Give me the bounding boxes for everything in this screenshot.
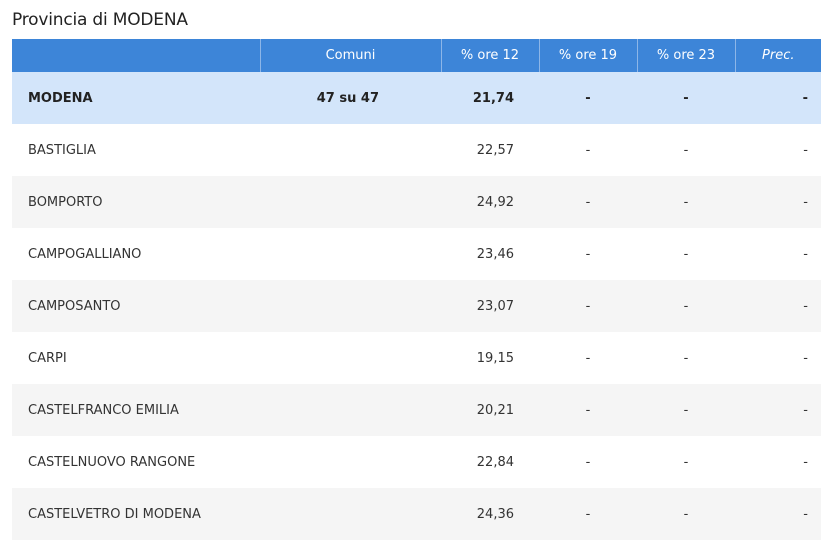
cell-comuni — [260, 436, 441, 488]
cell-prec: - — [735, 488, 821, 540]
cell-name: CARPI — [28, 350, 67, 366]
cell-name: CAMPOGALLIANO — [28, 246, 142, 262]
table-row: CARPI 19,15 - - - — [12, 332, 821, 384]
cell-ore12: 24,36 — [441, 488, 539, 540]
cell-ore23: - — [637, 488, 735, 540]
cell-comuni — [260, 176, 441, 228]
table-row: BASTIGLIA 22,57 - - - — [12, 124, 821, 176]
cell-ore19: - — [585, 142, 591, 158]
cell-comuni — [260, 488, 441, 540]
cell-comuni — [260, 124, 441, 176]
cell-comuni — [260, 384, 441, 436]
cell-ore19: - — [539, 488, 637, 540]
cell-ore19: - — [539, 176, 637, 228]
table-row: CAMPOGALLIANO 23,46 - - - — [12, 228, 821, 280]
cell-ore12: 23,46 — [476, 246, 514, 262]
cell-name: BOMPORTO — [12, 176, 260, 228]
table-row: CASTELFRANCO EMILIA 20,21 - - - — [12, 384, 821, 436]
table-row: BOMPORTO 24,92 - - - — [12, 176, 821, 228]
cell-name: CASTELFRANCO EMILIA — [12, 384, 260, 436]
cell-name: BASTIGLIA — [28, 142, 96, 158]
cell-ore23: - — [637, 72, 735, 124]
cell-ore23: - — [683, 246, 689, 262]
cell-ore19: - — [585, 246, 591, 262]
page-title: Provincia di MODENA — [12, 10, 188, 30]
cell-prec: - — [735, 280, 821, 332]
column-header-ore23: % ore 23 — [636, 39, 735, 72]
cell-ore12: 20,21 — [441, 384, 539, 436]
column-header-ore12: % ore 12 — [440, 39, 539, 72]
cell-comuni — [260, 280, 441, 332]
cell-name: CASTELNUOVO RANGONE — [28, 454, 196, 470]
cell-prec: - — [735, 176, 821, 228]
cell-ore23: - — [683, 350, 689, 366]
province-total-row: MODENA 47 su 47 21,74 - - - — [12, 72, 821, 124]
table-body: MODENA 47 su 47 21,74 - - - BASTIGLIA 22… — [12, 72, 821, 540]
cell-comuni — [260, 228, 441, 280]
cell-ore23: - — [683, 454, 689, 470]
turnout-table: Comuni % ore 12 % ore 19 % ore 23 Prec. … — [12, 39, 821, 540]
column-header-prec: Prec. — [734, 39, 821, 72]
cell-ore12: 22,57 — [476, 142, 514, 158]
cell-prec: - — [803, 246, 808, 262]
table-row: CAMPOSANTO 23,07 - - - — [12, 280, 821, 332]
cell-ore12: 21,74 — [441, 72, 539, 124]
cell-prec: - — [735, 384, 821, 436]
cell-ore19: - — [585, 454, 591, 470]
table-row: CASTELVETRO DI MODENA 24,36 - - - — [12, 488, 821, 540]
table-header-row: Comuni % ore 12 % ore 19 % ore 23 Prec. — [12, 39, 821, 72]
column-header-comuni: Comuni — [259, 39, 441, 72]
cell-ore23: - — [683, 142, 689, 158]
cell-ore12: 23,07 — [441, 280, 539, 332]
cell-ore12: 24,92 — [441, 176, 539, 228]
cell-ore12: 22,84 — [476, 454, 514, 470]
cell-prec: - — [803, 454, 808, 470]
cell-ore19: - — [539, 72, 637, 124]
cell-ore23: - — [637, 280, 735, 332]
cell-ore19: - — [585, 350, 591, 366]
cell-comuni: 47 su 47 — [260, 72, 441, 124]
column-header-ore19: % ore 19 — [538, 39, 637, 72]
cell-prec: - — [735, 72, 821, 124]
cell-name: MODENA — [12, 72, 260, 124]
cell-ore12: 19,15 — [476, 350, 514, 366]
column-header-name — [12, 39, 260, 72]
cell-ore19: - — [539, 280, 637, 332]
table-row: CASTELNUOVO RANGONE 22,84 - - - — [12, 436, 821, 488]
cell-ore23: - — [637, 384, 735, 436]
table-header: Comuni % ore 12 % ore 19 % ore 23 Prec. — [12, 39, 821, 72]
cell-ore23: - — [637, 176, 735, 228]
cell-comuni — [260, 332, 441, 384]
cell-name: CASTELVETRO DI MODENA — [12, 488, 260, 540]
cell-prec: - — [803, 350, 808, 366]
cell-prec: - — [803, 142, 808, 158]
cell-ore19: - — [539, 384, 637, 436]
cell-name: CAMPOSANTO — [12, 280, 260, 332]
